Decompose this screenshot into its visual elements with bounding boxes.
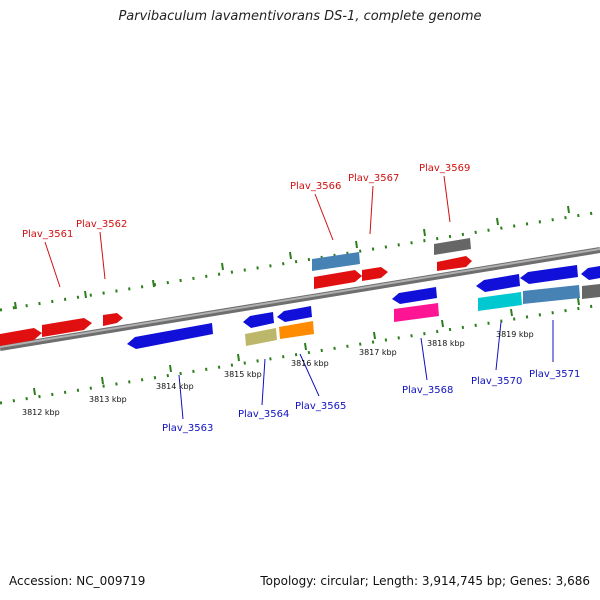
gene-label[interactable]: Plav_3570	[471, 376, 522, 387]
gene-label[interactable]: Plav_3564	[238, 409, 289, 420]
gene-label[interactable]: Plav_3565	[295, 401, 346, 412]
kbp-label: 3812 kbp	[22, 408, 60, 417]
kbp-label: 3818 kbp	[427, 339, 465, 348]
kbp-label: 3816 kbp	[291, 359, 329, 368]
gene-arrow-plav-3569[interactable]	[437, 256, 472, 271]
gene-arrow-plav-3563[interactable]	[127, 323, 213, 349]
gene-label[interactable]: Plav_3561	[22, 229, 73, 240]
kbp-label: 3813 kbp	[89, 395, 127, 404]
genome-backbone	[0, 247, 600, 351]
gene-label[interactable]: Plav_3569	[419, 163, 470, 174]
gene-box-gray-upper[interactable]	[434, 238, 471, 255]
gene-label[interactable]: Plav_3571	[529, 369, 580, 380]
gene-arrow-plav-3562[interactable]	[42, 318, 92, 337]
gene-label[interactable]: Plav_3563	[162, 423, 213, 434]
gene-arrow-plav-3568[interactable]	[392, 287, 437, 304]
gene-labels-bottom: Plav_3563 Plav_3564 Plav_3565 Plav_3568 …	[162, 369, 580, 434]
gene-arrow-plav-3562b[interactable]	[103, 313, 123, 326]
gene-box-cyan[interactable]	[478, 292, 522, 311]
gene-arrow-plav-3561[interactable]	[0, 328, 42, 346]
kbp-label: 3819 kbp	[496, 330, 534, 339]
gene-box-olive[interactable]	[245, 328, 277, 346]
kbp-label: 3814 kbp	[156, 382, 194, 391]
gene-label[interactable]: Plav_3568	[402, 385, 453, 396]
kbp-label: 3817 kbp	[359, 348, 397, 357]
gene-label[interactable]: Plav_3566	[290, 181, 341, 192]
gene-arrow-plav-3566[interactable]	[314, 270, 362, 289]
gene-label[interactable]: Plav_3562	[76, 219, 127, 230]
gene-arrow-plav-3564[interactable]	[243, 312, 274, 328]
gene-arrow-plav-3567[interactable]	[362, 267, 388, 281]
gene-arrow-plav-3565[interactable]	[277, 306, 312, 322]
leader-lines-top	[44, 175, 451, 288]
gene-label[interactable]: Plav_3567	[348, 173, 399, 184]
gene-box-pink[interactable]	[394, 303, 439, 322]
gene-box-orange[interactable]	[279, 321, 314, 339]
genome-title: Parvibaculum lavamentivorans DS-1, compl…	[118, 9, 482, 24]
gene-box-steelblue-upper[interactable]	[312, 252, 360, 271]
major-ticks	[14, 205, 580, 396]
gene-arrow-plav-3570[interactable]	[476, 274, 520, 292]
gene-box-steelblue-lower[interactable]	[523, 285, 580, 304]
kbp-label: 3815 kbp	[224, 370, 262, 379]
gene-arrow-plav-3571[interactable]	[520, 265, 578, 284]
kbp-labels: 3812 kbp 3813 kbp 3814 kbp 3815 kbp 3816…	[22, 330, 534, 417]
gene-box-gray-lower[interactable]	[582, 284, 600, 299]
genome-summary-text: Topology: circular; Length: 3,914,745 bp…	[260, 574, 590, 588]
accession-text: Accession: NC_009719	[9, 574, 146, 588]
leader-lines-bottom	[178, 320, 554, 420]
gene-labels-top: Plav_3561 Plav_3562 Plav_3566 Plav_3567 …	[22, 163, 470, 240]
gene-arrow-blue-edge[interactable]	[581, 266, 600, 280]
